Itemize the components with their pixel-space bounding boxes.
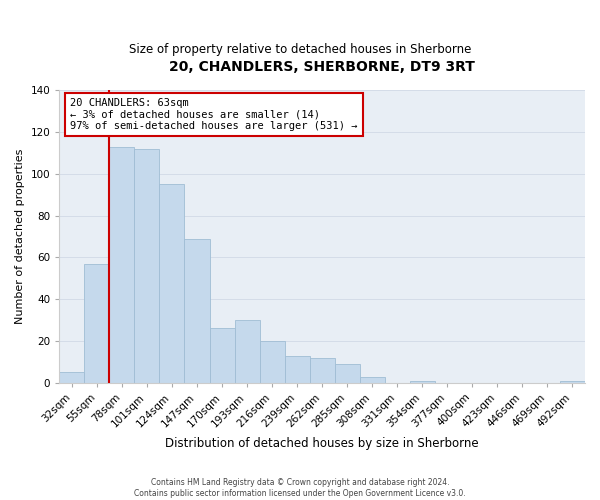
- Text: 20 CHANDLERS: 63sqm
← 3% of detached houses are smaller (14)
97% of semi-detache: 20 CHANDLERS: 63sqm ← 3% of detached hou…: [70, 98, 358, 131]
- Text: Contains HM Land Registry data © Crown copyright and database right 2024.
Contai: Contains HM Land Registry data © Crown c…: [134, 478, 466, 498]
- Bar: [209, 328, 235, 383]
- Bar: [360, 376, 385, 383]
- Bar: [310, 358, 335, 383]
- Bar: [134, 149, 160, 383]
- Y-axis label: Number of detached properties: Number of detached properties: [15, 149, 25, 324]
- Bar: [59, 372, 85, 383]
- Bar: [235, 320, 260, 383]
- Bar: [109, 147, 134, 383]
- Bar: [85, 264, 109, 383]
- Bar: [410, 380, 435, 383]
- Bar: [184, 238, 209, 383]
- X-axis label: Distribution of detached houses by size in Sherborne: Distribution of detached houses by size …: [166, 437, 479, 450]
- Bar: [160, 184, 184, 383]
- Bar: [284, 356, 310, 383]
- Bar: [260, 341, 284, 383]
- Bar: [335, 364, 360, 383]
- Text: Size of property relative to detached houses in Sherborne: Size of property relative to detached ho…: [129, 42, 471, 56]
- Bar: [560, 380, 585, 383]
- Title: 20, CHANDLERS, SHERBORNE, DT9 3RT: 20, CHANDLERS, SHERBORNE, DT9 3RT: [169, 60, 475, 74]
